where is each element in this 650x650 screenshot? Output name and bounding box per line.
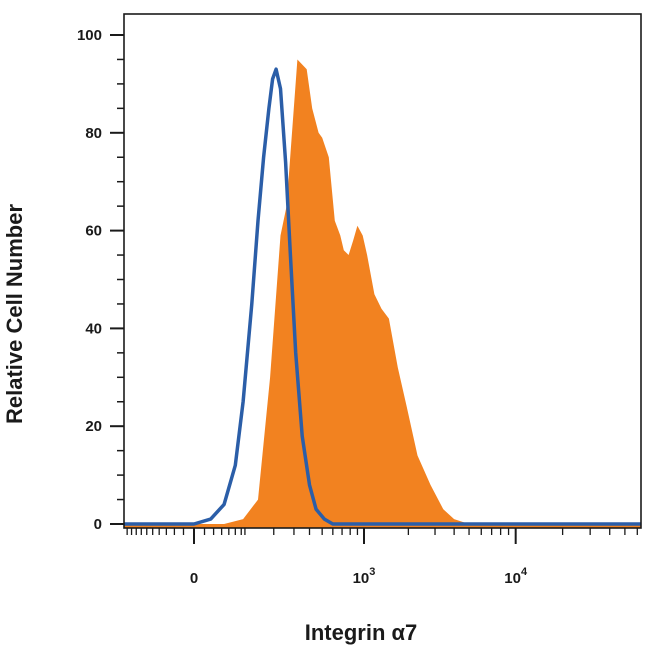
y-tick-label: 80 xyxy=(85,125,102,142)
x-axis: 0103104105 xyxy=(126,528,638,587)
y-axis-title: Relative Cell Number xyxy=(2,204,27,425)
y-axis: 0 20 40 60 80 100 xyxy=(77,27,124,533)
y-tick-label: 0 xyxy=(94,516,102,533)
y-tick-label: 100 xyxy=(77,27,102,44)
y-tick-label: 40 xyxy=(85,320,102,337)
x-tick-label: 104 xyxy=(504,566,528,587)
plot-frame xyxy=(123,13,642,529)
x-tick-label: 103 xyxy=(353,566,376,587)
x-tick-label: 0 xyxy=(190,570,198,587)
y-tick-label: 60 xyxy=(85,223,102,240)
series-1-histogram-fill xyxy=(124,59,641,528)
y-tick-label: 20 xyxy=(85,418,102,435)
x-axis-title: Integrin α7 xyxy=(305,620,418,645)
series-2-histogram-outline xyxy=(124,67,641,526)
